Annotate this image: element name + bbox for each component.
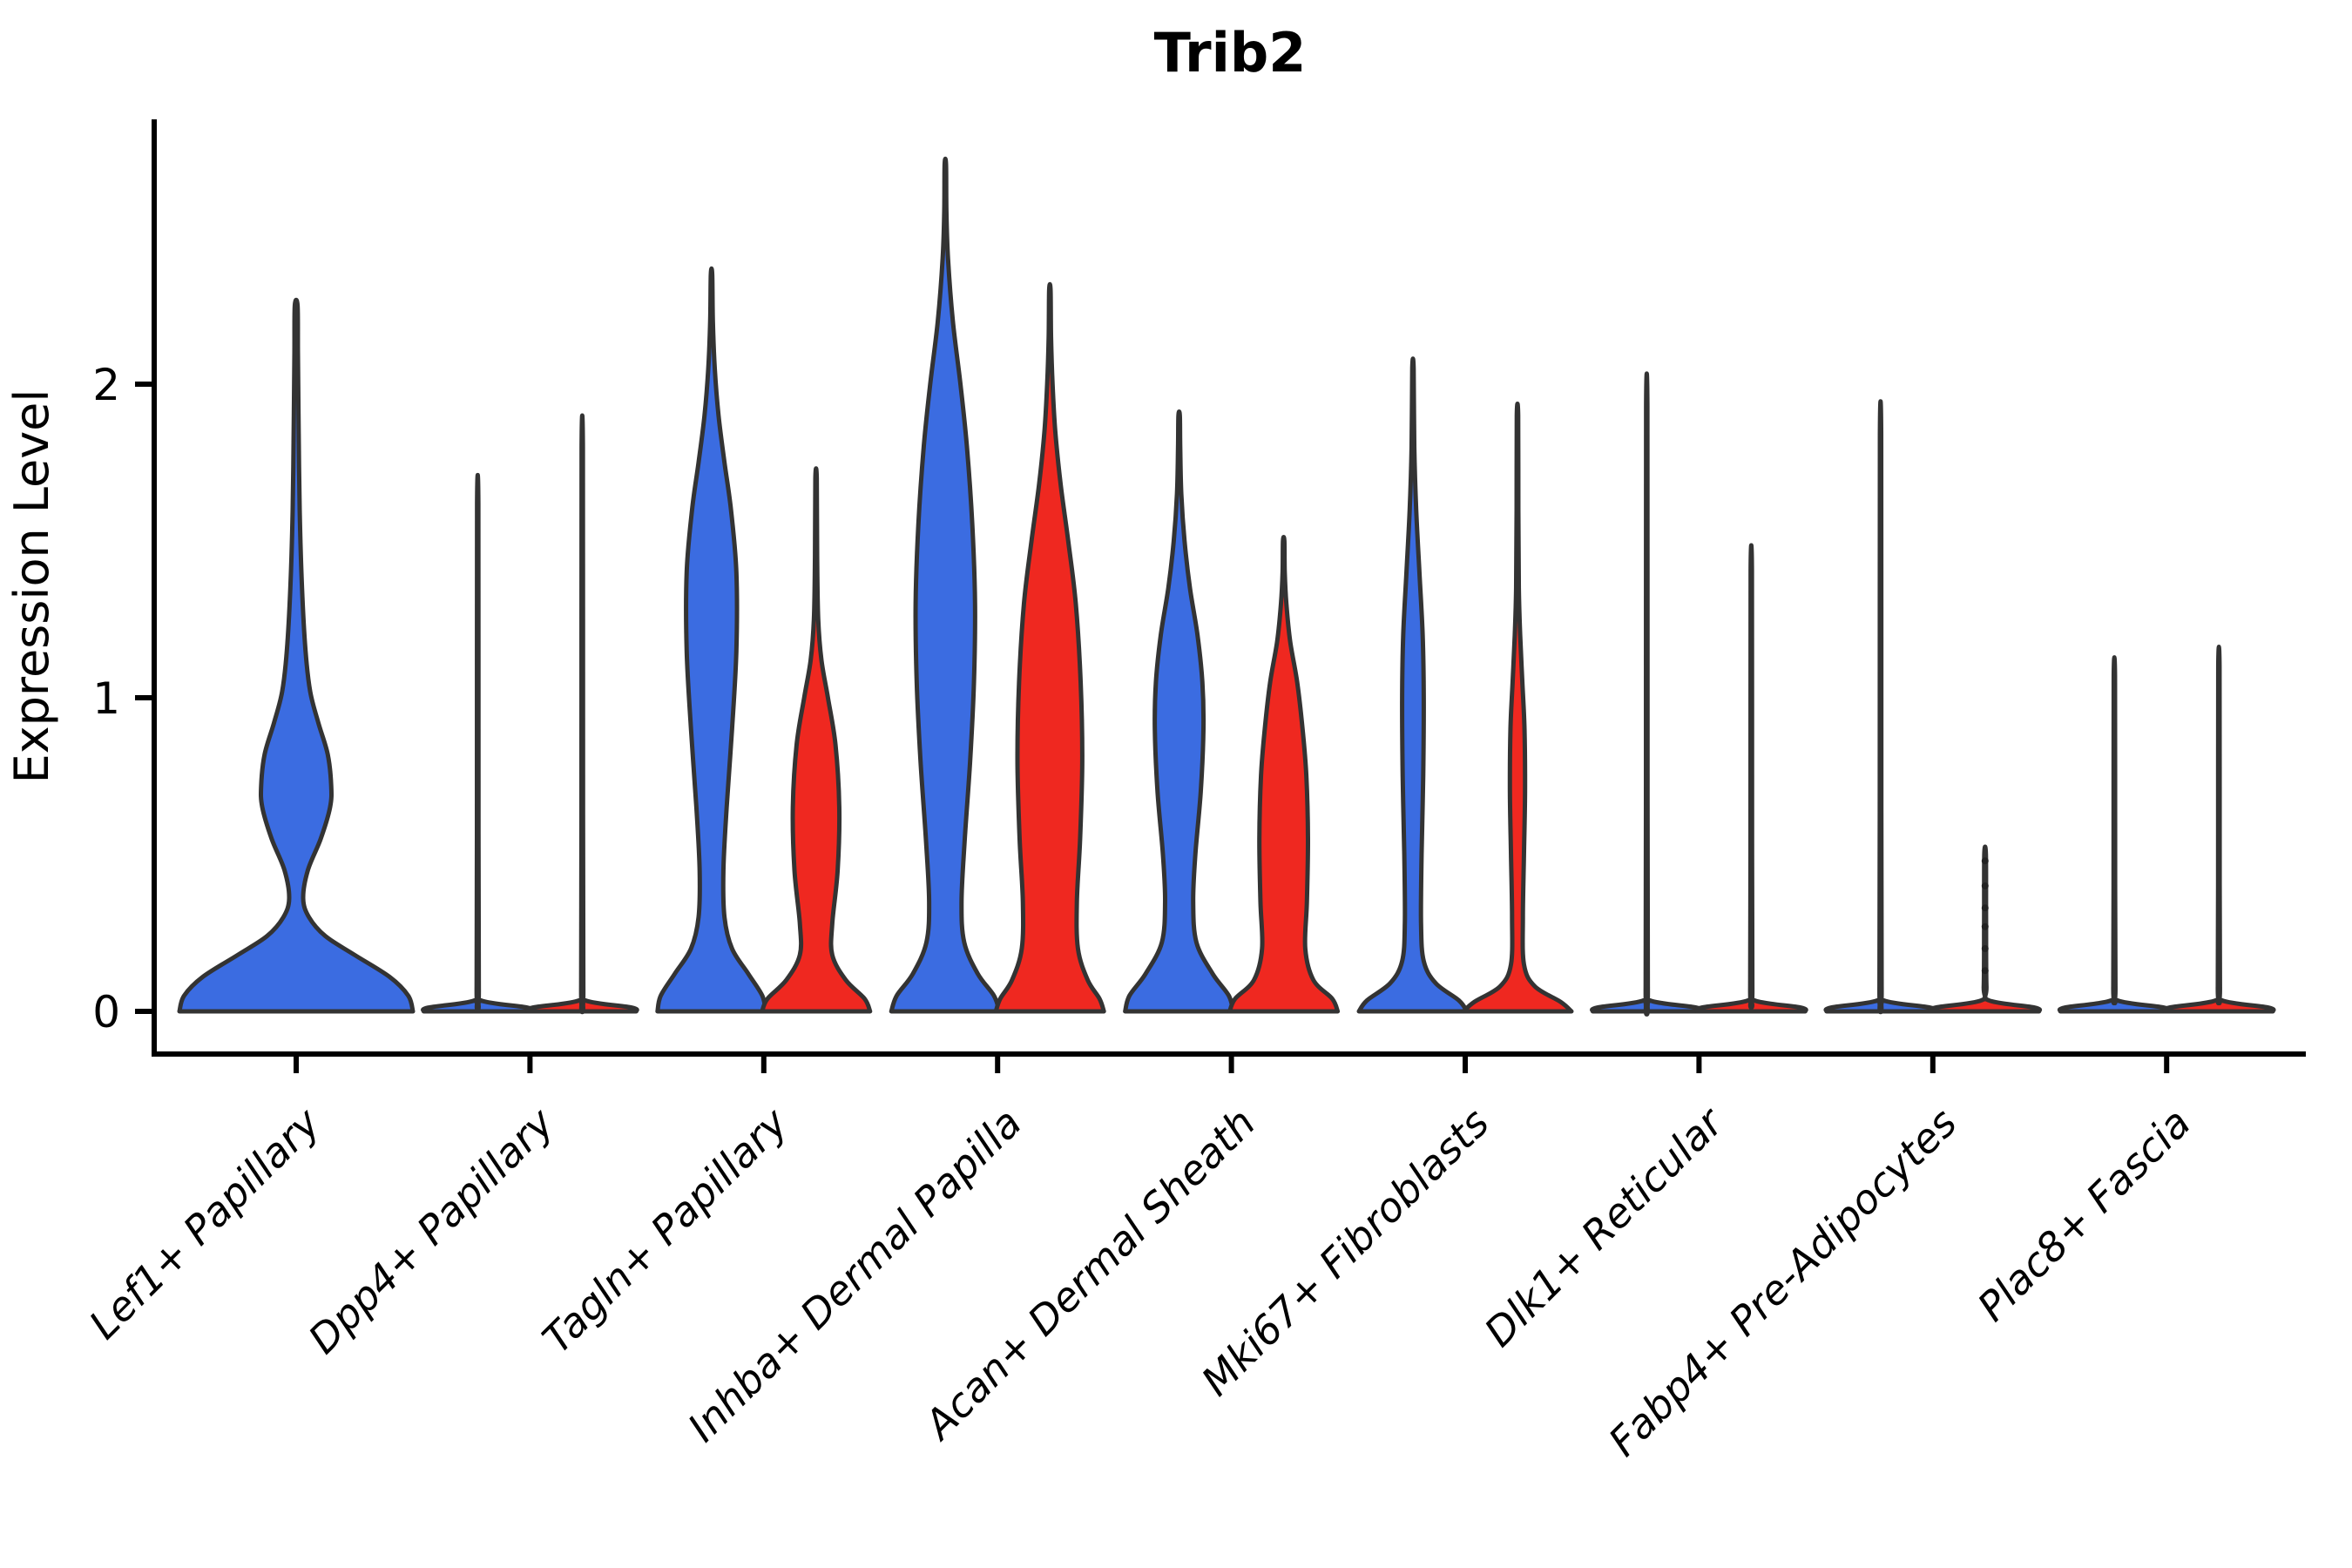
- x-tick-label: Tagln+ Papillary: [533, 1098, 797, 1362]
- x-tick-label: Lef1+ Papillary: [80, 1098, 329, 1348]
- violin-group1-cat1: [421, 472, 535, 1014]
- violin-group2-cat3: [993, 281, 1106, 1014]
- violin-group1-cat6: [1590, 371, 1704, 1017]
- violin-group1-cat0: [177, 297, 416, 1014]
- violin-group2-cat1: [525, 413, 639, 1015]
- violin-point: [1981, 882, 1989, 889]
- violin-group2-cat6: [1694, 543, 1808, 1014]
- plot-title: Trib2: [1154, 21, 1307, 84]
- violin-group1-cat3: [889, 156, 1002, 1014]
- violin-group2-cat4: [1227, 535, 1341, 1014]
- violin-point: [1981, 857, 1989, 865]
- violin-point: [1981, 945, 1989, 952]
- violin-group1-cat5: [1356, 356, 1470, 1014]
- x-tick-label: Dlk1+ Reticular: [1476, 1097, 1734, 1355]
- violin-point: [1981, 923, 1989, 930]
- violin-group2-cat2: [760, 466, 873, 1014]
- y-tick-label: 2: [92, 360, 120, 410]
- y-axis-label: Expression Level: [4, 389, 59, 784]
- violin-group2-cat8: [2161, 645, 2276, 1014]
- violin-group1-cat8: [2057, 655, 2172, 1014]
- x-tick-label: Dpp4+ Papillary: [300, 1098, 564, 1362]
- violin-group1-cat4: [1123, 409, 1236, 1014]
- violin-group2-cat5: [1461, 402, 1574, 1014]
- y-tick-label: 1: [92, 673, 120, 724]
- violin-group1-cat2: [655, 266, 768, 1014]
- x-tick-label: Plac8+ Fascia: [1969, 1099, 2200, 1330]
- violin-group1-cat7: [1823, 399, 1938, 1015]
- y-tick-label: 0: [92, 987, 120, 1037]
- violin-point: [1981, 904, 1989, 912]
- violin-point: [1981, 967, 1989, 975]
